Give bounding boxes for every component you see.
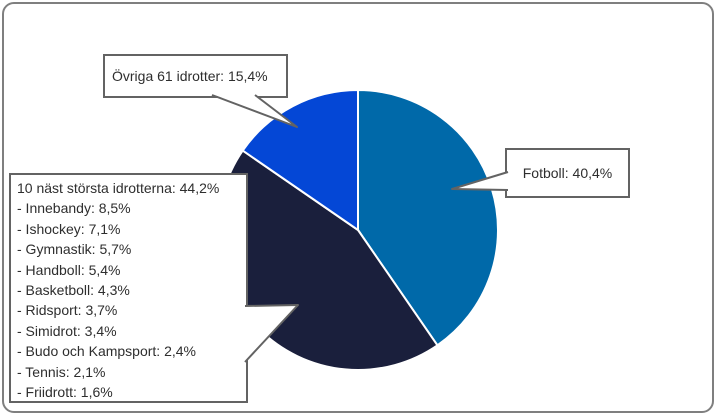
callout-fotboll: Fotboll: 40,4% <box>505 148 630 198</box>
breakdown-line: - Basketboll: 4,3% <box>17 281 130 298</box>
callout-fotboll-label: Fotboll: 40,4% <box>522 165 613 181</box>
breakdown-line: - Gymnastik: 5,7% <box>17 241 132 258</box>
breakdown-line: - Budo och Kampsport: 2,4% <box>17 343 196 360</box>
breakdown-line: - Handboll: 5,4% <box>17 261 121 278</box>
callout-ovriga: Övriga 61 idrotter: 15,4% <box>103 54 288 98</box>
breakdown-line: - Innebandy: 8,5% <box>17 200 131 217</box>
breakdown-line: - Friidrott: 1,6% <box>17 383 113 400</box>
callout-breakdown: 10 näst största idrotterna: 44,2% - Inne… <box>9 173 248 403</box>
breakdown-header: 10 näst största idrotterna: 44,2% <box>17 180 220 196</box>
breakdown-line: - Tennis: 2,1% <box>17 363 106 380</box>
callout-ovriga-label: Övriga 61 idrotter: 15,4% <box>112 68 268 84</box>
breakdown-line: - Simidrot: 3,4% <box>17 322 117 339</box>
breakdown-line: - Ishockey: 7,1% <box>17 220 121 237</box>
breakdown-line: - Ridsport: 3,7% <box>17 302 118 319</box>
